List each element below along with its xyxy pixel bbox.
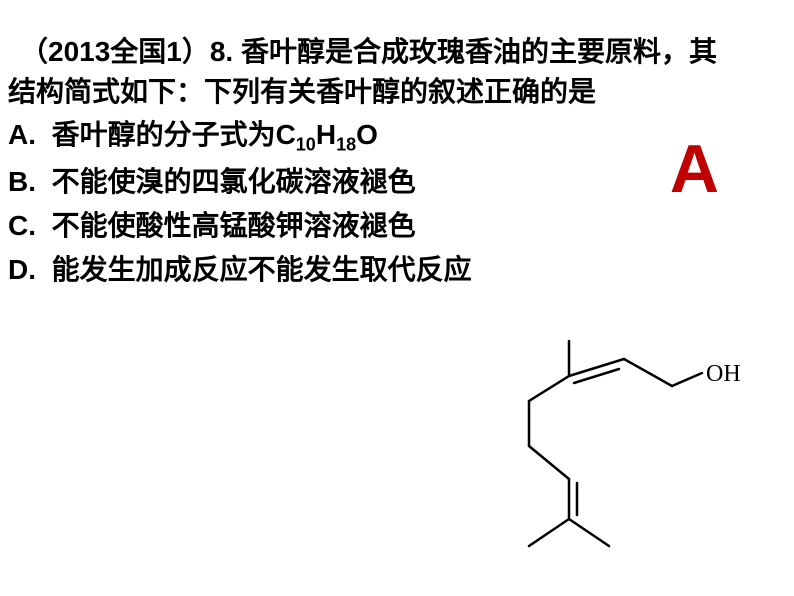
option-d-text: 能发生加成反应不能发生取代反应 xyxy=(52,254,472,285)
option-d-label: D. xyxy=(8,254,36,285)
answer-letter: A xyxy=(670,130,719,208)
question-line1: （2013全国1）8. 香叶醇是合成玫瑰香油的主要原料，其 xyxy=(20,32,779,71)
option-b-label: B. xyxy=(8,166,36,197)
bond-right-down xyxy=(624,359,672,386)
chemical-structure-diagram: OH xyxy=(494,331,754,556)
bond-bottom-left xyxy=(529,519,569,546)
option-b: B. 不能使溴的四氯化碳溶液褪色 xyxy=(8,161,472,203)
molecule-svg: OH xyxy=(494,331,754,556)
oh-label: OH xyxy=(706,361,741,387)
option-a: A. 香叶醇的分子式为C10H18O xyxy=(8,114,472,159)
bond-to-oh xyxy=(672,373,702,386)
option-a-after: O xyxy=(356,119,378,150)
question-line2: 结构简式如下：下列有关香叶醇的叙述正确的是 xyxy=(8,72,779,111)
option-c-label: C. xyxy=(8,210,36,241)
option-b-text: 不能使溴的四氯化碳溶液褪色 xyxy=(52,166,416,197)
bond-left-down xyxy=(529,376,569,401)
option-a-label: A. xyxy=(8,119,36,150)
option-c: C. 不能使酸性高锰酸钾溶液褪色 xyxy=(8,205,472,247)
bond-diag-down xyxy=(529,446,569,479)
options-container: A. 香叶醇的分子式为C10H18O B. 不能使溴的四氯化碳溶液褪色 C. 不… xyxy=(8,114,472,293)
option-c-text: 不能使酸性高锰酸钾溶液褪色 xyxy=(52,210,416,241)
option-a-text-before: 香叶醇的分子式为C xyxy=(52,119,296,150)
option-a-sub1: 10 xyxy=(296,135,316,155)
bond-double-1a xyxy=(569,359,624,376)
option-a-sub2: 18 xyxy=(336,135,356,155)
option-a-mid: H xyxy=(316,119,336,150)
option-d: D. 能发生加成反应不能发生取代反应 xyxy=(8,249,472,291)
bond-bottom-right xyxy=(569,519,609,546)
